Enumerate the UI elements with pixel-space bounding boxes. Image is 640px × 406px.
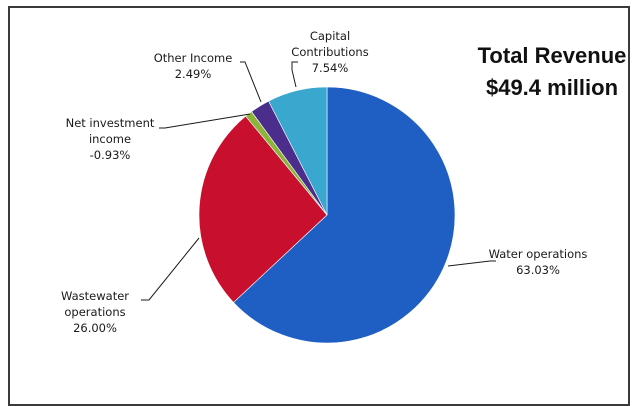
revenue-pie-chart: Water operations 63.03% Wastewater operatio… — [61, 29, 627, 344]
pie-slice-capital-contributions — [268, 86, 328, 216]
slice-label-4: Capital Contributions 7.54% — [291, 29, 368, 75]
leader-line-1 — [141, 237, 200, 301]
slice-label-2-line-1: income — [89, 132, 131, 146]
pie-slice-wastewater-operations — [198, 115, 328, 303]
slice-label-3-line-0: Other Income — [154, 51, 233, 65]
slice-label-3: Other Income 2.49% — [154, 51, 233, 81]
chart-title-line-2: $49.4 million — [486, 75, 618, 100]
leader-line-2 — [159, 113, 251, 129]
slice-label-2-line-2: -0.93% — [90, 148, 131, 162]
slice-labels: Water operations 63.03% Wastewater operatio… — [61, 29, 587, 335]
leader-line-3 — [240, 61, 262, 103]
pie-slice-water-operations — [233, 86, 456, 344]
slice-label-0-line-1: 63.03% — [516, 263, 560, 277]
slice-label-1-line-2: 26.00% — [73, 321, 117, 335]
leader-lines — [141, 61, 496, 301]
leader-line-4 — [291, 61, 298, 88]
leader-line-0 — [447, 260, 496, 267]
slice-label-0: Water operations 63.03% — [489, 247, 588, 277]
slice-label-0-line-0: Water operations — [489, 247, 588, 261]
slice-label-4-line-1: Contributions — [291, 45, 368, 59]
slice-label-1-line-0: Wastewater — [61, 289, 129, 303]
chart-title-line-1: Total Revenue — [478, 43, 627, 68]
slice-label-1-line-1: operations — [64, 305, 125, 319]
slice-label-2-line-0: Net investment — [66, 116, 155, 130]
slice-label-3-line-1: 2.49% — [175, 67, 212, 81]
slice-label-2: Net investment income -0.93% — [66, 116, 155, 162]
slice-label-4-line-0: Capital — [310, 29, 350, 43]
pie-slices — [198, 86, 456, 344]
slice-label-4-line-2: 7.54% — [312, 61, 349, 75]
slice-label-1: Wastewater operations 26.00% — [61, 289, 129, 335]
